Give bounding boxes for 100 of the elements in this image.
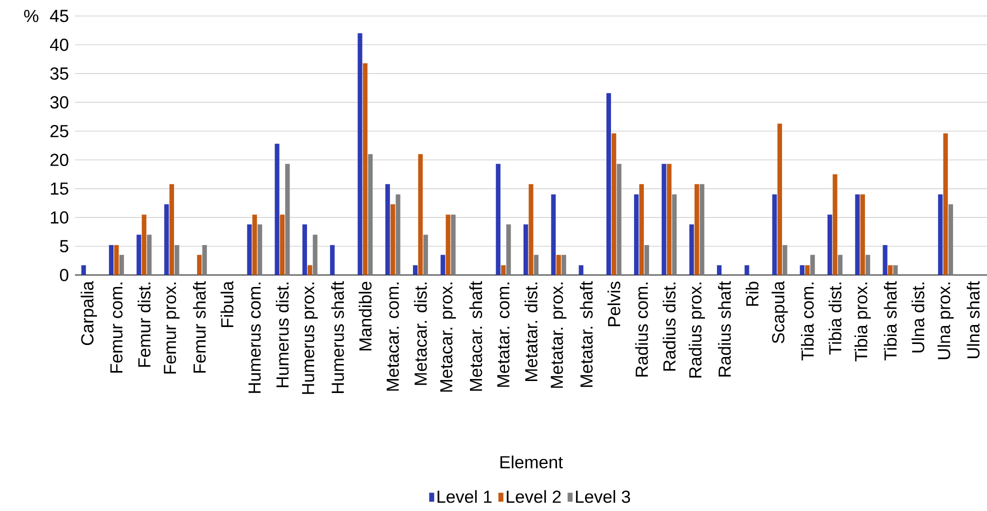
x-tick-label: Tibia prox.	[854, 282, 871, 362]
bar	[136, 234, 142, 275]
bar	[418, 154, 423, 275]
x-tick-label: Radius com.	[635, 282, 648, 376]
bar	[423, 234, 428, 275]
bar	[330, 245, 335, 275]
y-tick-label: 10	[50, 211, 68, 224]
bar	[772, 194, 777, 275]
y-tick-label: 30	[50, 96, 68, 109]
bar	[308, 265, 312, 275]
bar	[412, 265, 418, 275]
x-tick-label: Ulna prox.	[937, 282, 954, 360]
bar	[202, 245, 207, 275]
bar	[285, 164, 290, 275]
bar	[606, 93, 612, 275]
bar	[782, 245, 788, 275]
x-tick-label: Pelvis	[608, 282, 620, 326]
bar	[446, 214, 450, 275]
bar	[524, 224, 528, 275]
x-tick-label: Humerus prox.	[302, 282, 318, 394]
bar	[805, 265, 810, 275]
bar	[197, 254, 202, 275]
bar	[252, 214, 257, 275]
x-tick-label: Metatar. dist.	[524, 282, 538, 381]
bar	[689, 224, 694, 275]
legend-label: Level 1	[438, 490, 492, 503]
bar	[551, 194, 556, 275]
bar	[828, 214, 832, 275]
bar	[258, 224, 262, 275]
bar	[274, 144, 280, 275]
y-tick-label: 25	[50, 124, 68, 138]
bar	[562, 254, 566, 275]
bar	[81, 265, 86, 275]
y-tick-label: 5	[60, 240, 68, 252]
bar	[390, 204, 396, 275]
y-tick-label: 15	[50, 182, 68, 195]
bar	[948, 204, 954, 275]
bar	[866, 254, 870, 275]
x-tick-label: Metacar. dist.	[414, 282, 427, 385]
bar	[146, 234, 152, 275]
bar	[385, 184, 390, 275]
bar	[556, 254, 561, 275]
x-tick-label: Radius prox.	[688, 282, 705, 378]
bar	[358, 33, 362, 275]
bar	[893, 265, 898, 275]
bar	[666, 164, 672, 275]
bar	[662, 164, 666, 275]
bar	[832, 174, 838, 275]
bar	[716, 265, 722, 275]
bar	[888, 265, 893, 275]
bar	[943, 133, 948, 275]
x-tick-label: Radius dist.	[662, 282, 676, 371]
bar	[312, 234, 318, 275]
x-tick-label: Mandible	[358, 282, 372, 350]
x-tick-label: Femur com.	[110, 282, 123, 373]
bar	[362, 63, 368, 275]
x-axis-title: Element	[500, 456, 563, 468]
x-tick-label: Scapula	[772, 281, 788, 344]
bar	[612, 133, 616, 275]
bar	[169, 184, 174, 275]
bar	[506, 224, 511, 275]
y-tick-label: 35	[50, 67, 68, 80]
y-tick-label: 40	[50, 38, 68, 51]
bar	[142, 214, 146, 275]
x-tick-label: Metatar. shaft	[580, 281, 593, 387]
bar	[496, 164, 500, 275]
legend-label: Level 2	[506, 490, 561, 503]
bar	[860, 194, 865, 275]
x-tick-label: Rib	[746, 282, 758, 306]
bar	[855, 194, 860, 275]
x-tick-label: Humerus dist.	[276, 282, 289, 388]
x-tick-label: Metatar. prox.	[550, 282, 566, 388]
bar	[368, 154, 373, 275]
x-tick-label: Femur prox.	[164, 282, 180, 374]
bar	[528, 184, 534, 275]
bar	[114, 245, 119, 275]
bar	[938, 194, 943, 275]
y-tick-label: 20	[50, 154, 68, 166]
bar	[838, 254, 843, 275]
legend-label: Level 3	[576, 490, 630, 503]
x-tick-label: Tibia com.	[800, 282, 814, 360]
bar	[119, 254, 124, 275]
bar	[634, 194, 639, 275]
bar	[302, 224, 308, 275]
x-tick-label: Humerus com.	[248, 282, 261, 393]
x-tick-label: Ulna dist.	[912, 282, 924, 352]
x-tick-label: Tibia dist.	[828, 282, 842, 355]
bar	[440, 254, 446, 275]
x-tick-label: Radius shaft	[718, 281, 731, 376]
bar	[810, 254, 815, 275]
x-tick-label: Metacar. com.	[386, 282, 399, 391]
x-tick-label: Metacar. shaft	[469, 281, 482, 391]
x-tick-label: Metacar. prox.	[440, 282, 456, 392]
x-tick-label: Metatar. com.	[497, 282, 510, 387]
bar	[777, 124, 782, 275]
bar	[882, 245, 888, 275]
bar	[639, 184, 644, 275]
y-tick-label: 45	[50, 10, 68, 22]
bar	[450, 214, 456, 275]
bar	[800, 265, 804, 275]
